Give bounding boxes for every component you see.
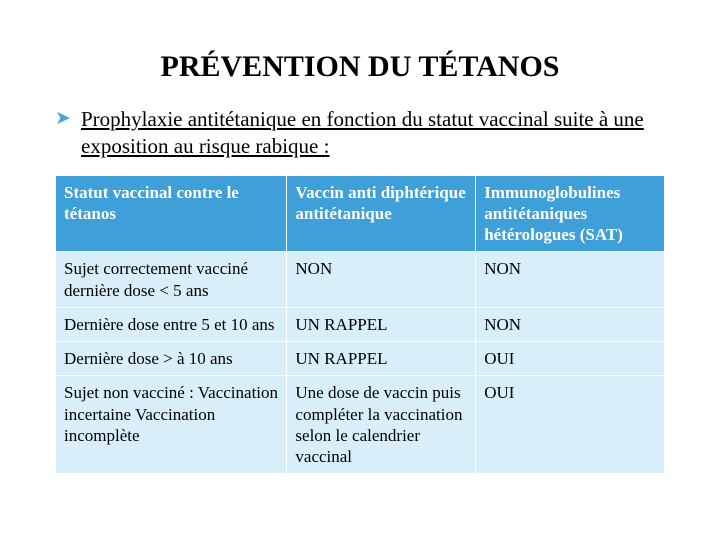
table-cell: NON	[476, 252, 665, 308]
bullet-text: Prophylaxie antitétanique en fonction du…	[81, 106, 665, 161]
table-cell: Dernière dose > à 10 ans	[56, 342, 287, 376]
table-cell: Sujet non vacciné : Vaccination incertai…	[56, 376, 287, 474]
bullet-row: ➤ Prophylaxie antitétanique en fonction …	[55, 106, 665, 161]
slide-title: PRÉVENTION DU TÉTANOS	[55, 50, 665, 84]
table-row: Sujet non vacciné : Vaccination incertai…	[56, 376, 665, 474]
table-header-row: Statut vaccinal contre le tétanos Vaccin…	[56, 175, 665, 252]
table-cell: UN RAPPEL	[287, 342, 476, 376]
table-cell: Une dose de vaccin puis compléter la vac…	[287, 376, 476, 474]
table-cell: UN RAPPEL	[287, 307, 476, 341]
table-row: Dernière dose entre 5 et 10 ans UN RAPPE…	[56, 307, 665, 341]
table-header-cell: Immunoglobulines antitétaniques hétérolo…	[476, 175, 665, 252]
table-cell: NON	[287, 252, 476, 308]
prophylaxis-table: Statut vaccinal contre le tétanos Vaccin…	[55, 175, 665, 475]
table-header-cell: Statut vaccinal contre le tétanos	[56, 175, 287, 252]
bullet-arrow-icon: ➤	[55, 106, 81, 132]
table-cell: Sujet correctement vacciné dernière dose…	[56, 252, 287, 308]
table-cell: OUI	[476, 342, 665, 376]
table-cell: NON	[476, 307, 665, 341]
table-cell: Dernière dose entre 5 et 10 ans	[56, 307, 287, 341]
table-header-cell: Vaccin anti diphtérique antitétanique	[287, 175, 476, 252]
slide: PRÉVENTION DU TÉTANOS ➤ Prophylaxie anti…	[0, 0, 720, 540]
table-row: Sujet correctement vacciné dernière dose…	[56, 252, 665, 308]
table-cell: OUI	[476, 376, 665, 474]
table-row: Dernière dose > à 10 ans UN RAPPEL OUI	[56, 342, 665, 376]
